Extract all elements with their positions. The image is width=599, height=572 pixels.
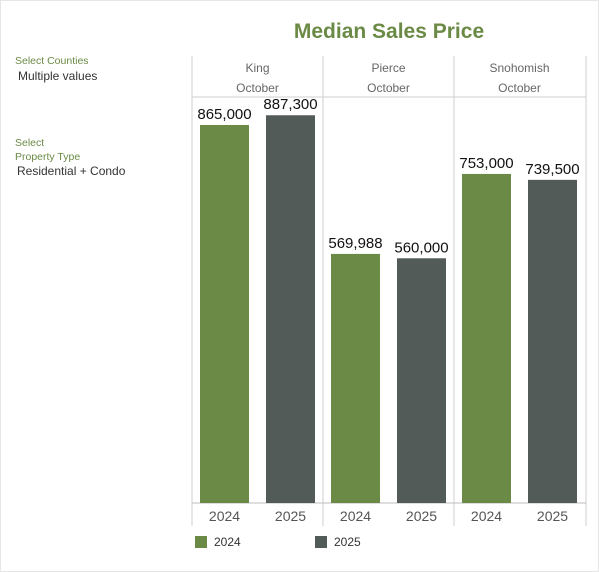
bar-king-2024: [200, 124, 249, 504]
legend-swatch-2024: [195, 536, 207, 548]
data-label: 569,988: [328, 235, 382, 252]
data-label: 739,500: [525, 161, 579, 178]
legend-label-2025: 2025: [334, 535, 361, 549]
legend-label-2024: 2024: [214, 535, 241, 549]
bar-king-2025: [266, 115, 315, 503]
data-label: 560,000: [394, 239, 448, 256]
panel-header-month: October: [498, 81, 541, 95]
bar-pierce-2025: [397, 258, 446, 503]
counties-filter-label: Select Counties: [15, 55, 89, 67]
panel-header-month: October: [367, 81, 410, 95]
legend-item-2024: 2024: [195, 535, 241, 549]
x-tick-label: 2025: [275, 508, 306, 524]
legend-swatch-2025: [315, 536, 327, 548]
x-tick-label: 2024: [209, 508, 240, 524]
x-tick-label: 2024: [471, 508, 502, 524]
chart-title: Median Sales Price: [293, 20, 485, 43]
x-tick-label: 2025: [406, 508, 437, 524]
bar-snohomish-2025: [528, 179, 577, 503]
property-type-filter-label-line2: Property Type: [15, 151, 81, 163]
panel-header-county: King: [245, 61, 270, 75]
x-tick-label: 2025: [537, 508, 568, 524]
x-tick-label: 2024: [340, 508, 371, 524]
data-label: 865,000: [197, 106, 251, 123]
bar-pierce-2024: [331, 253, 380, 503]
bar-snohomish-2024: [462, 173, 511, 503]
panel-header-county: Snohomish: [489, 61, 550, 75]
data-label: 887,300: [263, 96, 317, 113]
property-type-filter-value[interactable]: Residential + Condo: [17, 164, 126, 178]
panel-header-county: Pierce: [371, 61, 406, 75]
counties-filter-value[interactable]: Multiple values: [18, 69, 98, 83]
data-label: 753,000: [459, 155, 513, 172]
panel-header-month: October: [236, 81, 279, 95]
legend-item-2025: 2025: [315, 535, 361, 549]
property-type-filter-label-line1: Select: [15, 137, 45, 149]
